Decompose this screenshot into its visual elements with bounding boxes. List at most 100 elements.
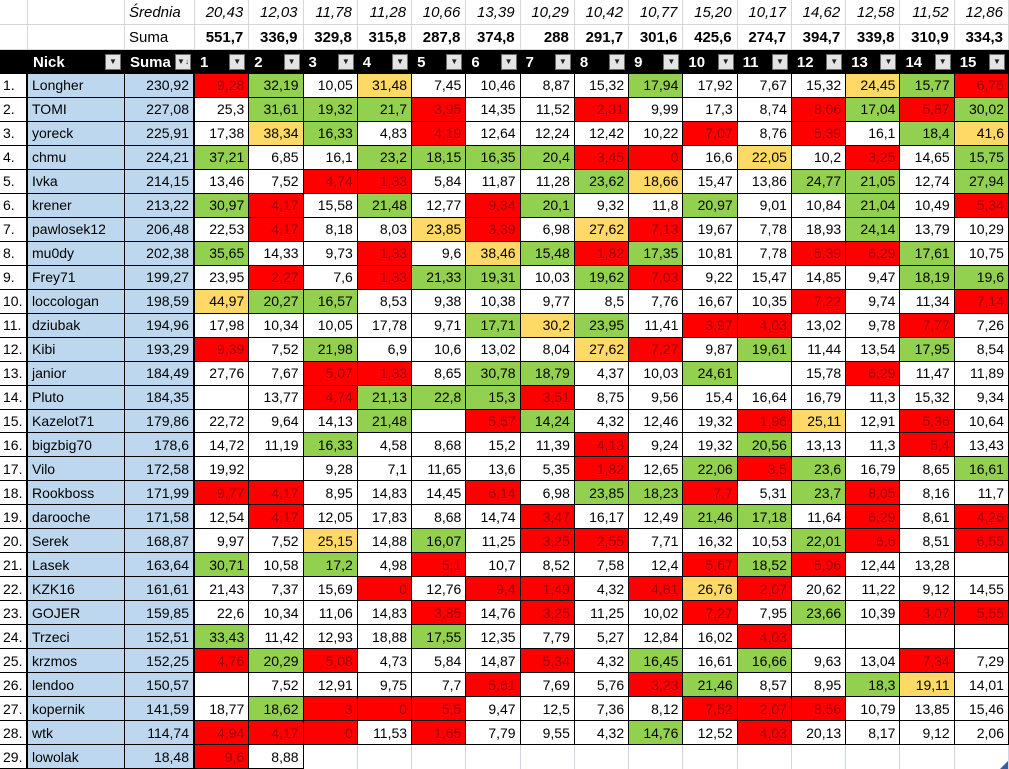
score-cell[interactable] [629, 745, 684, 769]
score-cell[interactable]: 11,25 [574, 601, 630, 626]
score-cell[interactable] [737, 745, 792, 769]
suma-cell[interactable]: 230,92 [125, 74, 195, 98]
score-cell[interactable]: 11,87 [466, 169, 521, 194]
score-cell[interactable]: 6,29 [846, 361, 901, 386]
average-value-round-11[interactable]: 10,17 [737, 0, 792, 25]
suma-cell[interactable]: 213,22 [125, 193, 195, 218]
average-value-round-14[interactable]: 11,52 [900, 0, 955, 25]
sum-value-round-11[interactable]: 274,7 [737, 25, 792, 50]
score-cell[interactable]: 11,25 [466, 529, 521, 554]
score-cell[interactable]: 5,34 [954, 193, 1009, 218]
average-value-round-10[interactable]: 15,20 [683, 0, 738, 25]
score-cell[interactable] [900, 745, 955, 769]
score-cell[interactable]: 23,6 [791, 457, 847, 482]
score-cell[interactable]: 8,75 [574, 385, 630, 410]
score-cell[interactable]: 12,24 [520, 121, 575, 146]
score-cell[interactable]: 9,47 [466, 697, 521, 722]
nick-cell[interactable]: lendoo [28, 673, 125, 698]
score-cell[interactable]: 2,55 [574, 529, 630, 554]
score-cell[interactable]: 9,77 [195, 481, 250, 506]
cell-empty[interactable] [28, 0, 125, 25]
score-cell[interactable]: 4,32 [574, 649, 630, 674]
score-cell[interactable]: 21,33 [412, 265, 467, 290]
score-cell[interactable]: 10,75 [954, 241, 1009, 266]
suma-cell[interactable]: 214,15 [125, 169, 195, 194]
score-cell[interactable]: 10,22 [629, 121, 684, 146]
score-cell[interactable]: 3,45 [574, 145, 630, 170]
score-cell[interactable]: 1,96 [737, 409, 792, 434]
suma-cell[interactable]: 194,96 [125, 313, 195, 338]
filter-dropdown-button[interactable]: ▼ [988, 54, 1005, 70]
nick-cell[interactable]: Kibi [28, 337, 125, 362]
score-cell[interactable]: 17,94 [629, 74, 684, 98]
score-cell[interactable]: 13,86 [737, 169, 792, 194]
filter-dropdown-button[interactable]: ▼↓ [175, 54, 191, 70]
score-cell[interactable]: 17,35 [629, 241, 684, 266]
score-cell[interactable]: 7,22 [791, 289, 847, 314]
score-cell[interactable]: 5,84 [412, 649, 467, 674]
score-cell[interactable]: 12,54 [195, 505, 250, 530]
score-cell[interactable]: 2,07 [737, 577, 792, 602]
score-cell[interactable]: 20,56 [737, 433, 792, 458]
score-cell[interactable]: 9,22 [683, 265, 738, 290]
score-cell[interactable]: 7,36 [574, 697, 630, 722]
score-cell[interactable]: 7,76 [629, 289, 684, 314]
score-cell[interactable]: 7,13 [629, 217, 684, 242]
cell-empty[interactable] [28, 25, 125, 50]
score-cell[interactable]: 12,05 [303, 505, 358, 530]
score-cell[interactable]: 5,08 [303, 649, 358, 674]
suma-cell[interactable]: 184,35 [125, 385, 195, 410]
nick-cell[interactable]: janior [28, 361, 125, 386]
score-cell[interactable]: 7,27 [683, 601, 738, 626]
header-round-12[interactable]: 12 ▼ [791, 50, 847, 74]
score-cell[interactable]: 10,03 [520, 265, 575, 290]
score-cell[interactable]: 4,94 [195, 721, 250, 746]
score-cell[interactable]: 5,84 [412, 169, 467, 194]
score-cell[interactable]: 35,65 [195, 241, 250, 266]
average-value-round-3[interactable]: 11,78 [303, 0, 358, 25]
score-cell[interactable]: 2,31 [574, 97, 630, 122]
score-cell[interactable]: 37,21 [195, 145, 250, 170]
score-cell[interactable]: 8,65 [900, 457, 955, 482]
score-cell[interactable]: 7,52 [683, 697, 738, 722]
score-cell[interactable]: 19,11 [900, 673, 955, 698]
score-cell[interactable]: 12,93 [303, 625, 358, 650]
score-cell[interactable]: 30,2 [520, 313, 575, 338]
filter-dropdown-button[interactable]: ▼ [229, 54, 246, 70]
score-cell[interactable]: 4,26 [954, 505, 1009, 530]
score-cell[interactable]: 13,13 [791, 433, 847, 458]
suma-cell[interactable]: 224,21 [125, 145, 195, 170]
score-cell[interactable]: 4,17 [249, 505, 304, 530]
score-cell[interactable]: 27,62 [574, 337, 630, 362]
nick-cell[interactable]: Lasek [28, 553, 125, 578]
score-cell[interactable]: 3,25 [520, 529, 575, 554]
score-cell[interactable]: 18,19 [900, 265, 955, 290]
suma-cell[interactable]: 150,57 [125, 673, 195, 698]
score-cell[interactable] [954, 553, 1009, 578]
score-cell[interactable]: 18,93 [791, 217, 847, 242]
suma-cell[interactable]: 18,48 [125, 745, 195, 769]
score-cell[interactable]: 11,06 [303, 601, 358, 626]
score-cell[interactable]: 8,57 [737, 673, 792, 698]
header-round-3[interactable]: 3 ▼ [303, 50, 358, 74]
score-cell[interactable]: 5,1 [412, 553, 467, 578]
sum-value-round-9[interactable]: 301,6 [629, 25, 684, 50]
score-cell[interactable]: 17,38 [195, 121, 250, 146]
score-cell[interactable]: 19,92 [195, 457, 250, 482]
score-cell[interactable]: 2,27 [249, 265, 304, 290]
score-cell[interactable] [791, 625, 847, 650]
score-cell[interactable]: 13,79 [900, 217, 955, 242]
score-cell[interactable]: 8,05 [846, 481, 901, 506]
sum-value-round-13[interactable]: 339,8 [846, 25, 901, 50]
score-cell[interactable] [466, 745, 521, 769]
score-cell[interactable]: 9,12 [900, 721, 955, 746]
score-cell[interactable]: 14,83 [357, 601, 413, 626]
score-cell[interactable]: 7,27 [629, 337, 684, 362]
nick-cell[interactable]: wtk [28, 721, 125, 746]
score-cell[interactable]: 23,2 [357, 145, 413, 170]
nick-cell[interactable]: Rookboss [28, 481, 125, 506]
suma-cell[interactable]: 152,51 [125, 625, 195, 650]
score-cell[interactable]: 7,78 [737, 241, 792, 266]
suma-cell[interactable]: 159,85 [125, 601, 195, 626]
score-cell[interactable]: 9,78 [846, 313, 901, 338]
